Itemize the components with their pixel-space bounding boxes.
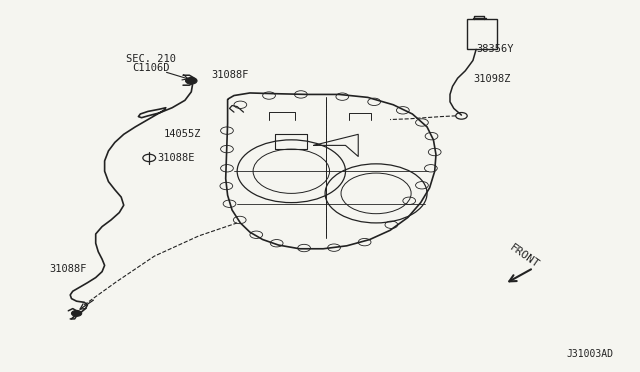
- Text: 14055Z: 14055Z: [164, 129, 202, 139]
- Circle shape: [186, 77, 197, 84]
- Text: J31003AD: J31003AD: [566, 349, 613, 359]
- Text: 38356Y: 38356Y: [476, 44, 514, 54]
- Text: SEC. 210: SEC. 210: [126, 54, 176, 64]
- Text: C1106D: C1106D: [132, 63, 170, 73]
- Text: FRONT: FRONT: [508, 243, 541, 270]
- Text: 31088F: 31088F: [49, 264, 86, 274]
- Circle shape: [72, 310, 82, 316]
- Text: 31088E: 31088E: [157, 153, 195, 163]
- Text: 31098Z: 31098Z: [473, 74, 511, 84]
- Text: 31088F: 31088F: [212, 70, 249, 80]
